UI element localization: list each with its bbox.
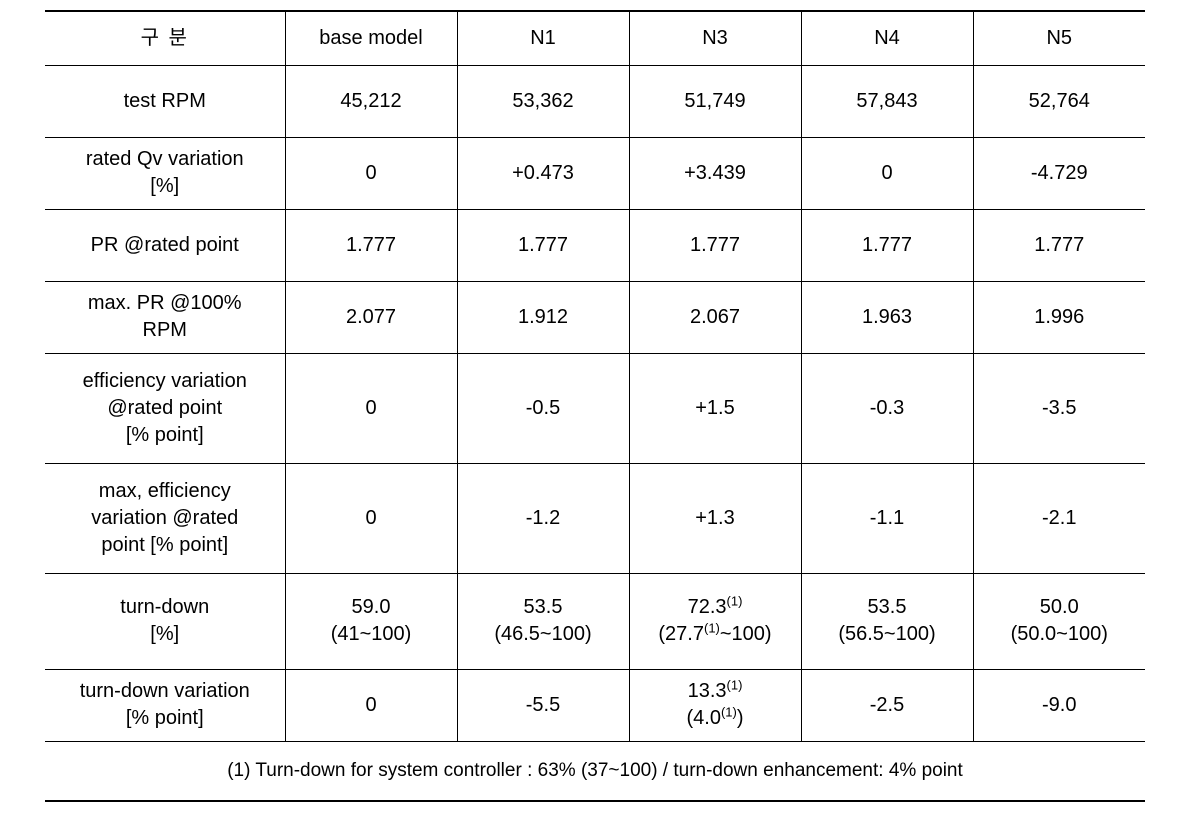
footnote: (1) Turn-down for system controller : 63…: [45, 741, 1145, 801]
header-label: 구 분: [45, 11, 285, 65]
superscript: (1): [704, 620, 720, 635]
row-label: max. PR @100%RPM: [45, 281, 285, 353]
cell-with-superscript: 13.3(1) (4.0(1)): [629, 669, 801, 741]
table-row: rated Qv variation[%] 0 +0.473 +3.439 0 …: [45, 137, 1145, 209]
cell: 50.0(50.0~100): [973, 573, 1145, 669]
row-label: turn-down[%]: [45, 573, 285, 669]
cell-sub-a: (4.0: [686, 707, 720, 729]
cell: 1.912: [457, 281, 629, 353]
cell: +0.473: [457, 137, 629, 209]
table-row: max. PR @100%RPM 2.077 1.912 2.067 1.963…: [45, 281, 1145, 353]
cell-sub-a: (27.7: [658, 623, 704, 645]
cell: -2.5: [801, 669, 973, 741]
cell-main: 72.3: [688, 596, 727, 618]
cell: -3.5: [973, 353, 1145, 463]
cell: 2.077: [285, 281, 457, 353]
row-label: PR @rated point: [45, 209, 285, 281]
cell: -9.0: [973, 669, 1145, 741]
cell: -1.2: [457, 463, 629, 573]
data-table: 구 분 base model N1 N3 N4 N5 test RPM 45,2…: [45, 10, 1145, 802]
cell: 2.067: [629, 281, 801, 353]
cell: -0.3: [801, 353, 973, 463]
superscript: (1): [727, 593, 743, 608]
table-row: max, efficiencyvariation @ratedpoint [% …: [45, 463, 1145, 573]
cell: 1.996: [973, 281, 1145, 353]
cell: 0: [801, 137, 973, 209]
superscript: (1): [721, 704, 737, 719]
cell: 1.777: [457, 209, 629, 281]
cell: -2.1: [973, 463, 1145, 573]
table-row: turn-down variation[% point] 0 -5.5 13.3…: [45, 669, 1145, 741]
cell-sub-b: ): [737, 707, 744, 729]
cell: 53,362: [457, 65, 629, 137]
cell: 53.5(46.5~100): [457, 573, 629, 669]
cell: 53.5(56.5~100): [801, 573, 973, 669]
cell: -1.1: [801, 463, 973, 573]
header-c3: N3: [629, 11, 801, 65]
cell: 0: [285, 353, 457, 463]
row-label: test RPM: [45, 65, 285, 137]
superscript: (1): [727, 677, 743, 692]
cell: 1.777: [629, 209, 801, 281]
header-c2: N1: [457, 11, 629, 65]
header-c5: N5: [973, 11, 1145, 65]
header-c4: N4: [801, 11, 973, 65]
header-row: 구 분 base model N1 N3 N4 N5: [45, 11, 1145, 65]
table-row: PR @rated point 1.777 1.777 1.777 1.777 …: [45, 209, 1145, 281]
row-label: efficiency variation@rated point[% point…: [45, 353, 285, 463]
cell: 0: [285, 137, 457, 209]
cell: 1.963: [801, 281, 973, 353]
cell: 1.777: [973, 209, 1145, 281]
cell: +1.5: [629, 353, 801, 463]
cell: 59.0(41~100): [285, 573, 457, 669]
cell: -4.729: [973, 137, 1145, 209]
row-label: max, efficiencyvariation @ratedpoint [% …: [45, 463, 285, 573]
cell: +1.3: [629, 463, 801, 573]
table-row: turn-down[%] 59.0(41~100) 53.5(46.5~100)…: [45, 573, 1145, 669]
cell: -5.5: [457, 669, 629, 741]
data-table-container: 구 분 base model N1 N3 N4 N5 test RPM 45,2…: [45, 10, 1145, 802]
table-row: test RPM 45,212 53,362 51,749 57,843 52,…: [45, 65, 1145, 137]
cell: 0: [285, 669, 457, 741]
row-label: turn-down variation[% point]: [45, 669, 285, 741]
row-label: rated Qv variation[%]: [45, 137, 285, 209]
cell: 1.777: [801, 209, 973, 281]
cell: 0: [285, 463, 457, 573]
cell: 51,749: [629, 65, 801, 137]
cell: +3.439: [629, 137, 801, 209]
footnote-row: (1) Turn-down for system controller : 63…: [45, 741, 1145, 801]
cell: 45,212: [285, 65, 457, 137]
cell: 52,764: [973, 65, 1145, 137]
cell-sub-b: ~100): [720, 623, 772, 645]
cell-main: 13.3: [688, 680, 727, 702]
cell: 57,843: [801, 65, 973, 137]
cell: 1.777: [285, 209, 457, 281]
header-c1: base model: [285, 11, 457, 65]
cell-with-superscript: 72.3(1) (27.7(1)~100): [629, 573, 801, 669]
cell: -0.5: [457, 353, 629, 463]
table-row: efficiency variation@rated point[% point…: [45, 353, 1145, 463]
